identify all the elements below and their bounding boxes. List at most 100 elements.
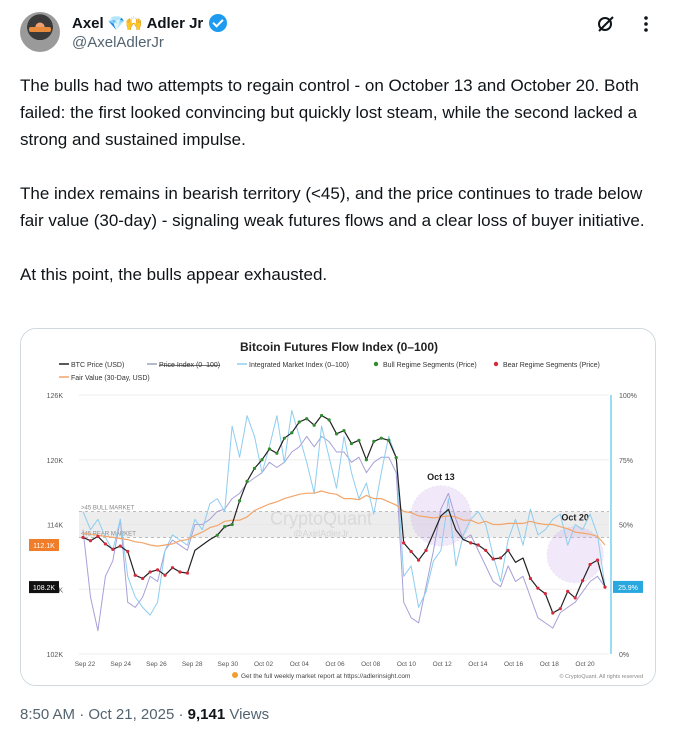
report-bullet-icon [232, 672, 238, 678]
bull-regime-point [312, 423, 316, 427]
legend-label: BTC Price (USD) [71, 362, 124, 369]
verified-badge-icon[interactable] [209, 14, 228, 32]
tweet-date[interactable]: Oct 21, 2025 [88, 706, 175, 723]
bull-regime-point [334, 432, 339, 436]
watermark-handle: @AxelAdlerJr [293, 529, 348, 539]
author-name-last[interactable]: Adler Jr [146, 14, 204, 32]
neutral-zone-band [79, 511, 609, 538]
oct20-highlight [546, 526, 604, 584]
x-tick-label: Oct 12 [433, 661, 453, 668]
bull-regime-point [364, 458, 368, 462]
legend-label: Bear Regime Segments (Price) [503, 362, 600, 369]
bear-regime-point [484, 548, 488, 552]
views-count: 9,141 [187, 706, 226, 723]
watermark: CryptoQuant [270, 509, 372, 529]
bear-regime-point [424, 548, 428, 552]
chart-title: Bitcoin Futures Flow Index (0–100) [240, 340, 438, 354]
author-name-row[interactable]: Axel 💎🙌 Adler Jr [72, 12, 228, 34]
bull-regime-point [290, 431, 294, 435]
fair-value-line [82, 490, 606, 547]
bear-regime-point [566, 589, 570, 594]
author-name-emojis: 💎🙌 [107, 14, 143, 31]
bear-regime-point [416, 558, 421, 562]
x-tick-label: Sep 28 [182, 661, 203, 668]
report-footer-text: Get the full weekly market report at htt… [241, 673, 410, 680]
bear-regime-point [551, 611, 555, 615]
bull-regime-point [342, 429, 346, 433]
x-tick-label: Oct 10 [397, 661, 417, 668]
bull-regime-point [282, 436, 286, 440]
y-tick-label: 102K [47, 652, 64, 659]
y-tick-label: 114K [47, 523, 63, 530]
bear-regime-point [163, 573, 167, 577]
x-tick-label: Oct 14 [468, 661, 488, 668]
bear-regime-point [491, 557, 495, 561]
grok-icon[interactable] [596, 14, 616, 34]
y-tick-label: 126K [47, 393, 64, 400]
y2-tick-label: 50% [619, 523, 633, 530]
bear-regime-point [469, 541, 473, 545]
bull-regime-point [387, 438, 391, 442]
bear-regime-point [170, 566, 175, 570]
bear-regime-point [88, 539, 93, 543]
bear-regime-point [573, 596, 577, 600]
x-tick-label: Sep 30 [218, 661, 239, 668]
bull-regime-point [215, 533, 219, 537]
avatar[interactable] [20, 12, 60, 52]
bear-regime-point [581, 579, 585, 583]
bull-regime-point [297, 420, 301, 424]
x-tick-label: Sep 22 [75, 661, 96, 668]
bull-regime-point [349, 441, 354, 446]
avatar-glasses [29, 27, 51, 32]
author-handle[interactable]: @AxelAdlerJr [72, 34, 164, 51]
bear-regime-point [595, 558, 600, 562]
bull-regime-point [372, 439, 376, 444]
tweet-time[interactable]: 8:50 AM [20, 706, 76, 723]
bear-zone-label: <45 BEAR MARKET [81, 531, 136, 537]
more-icon[interactable] [636, 14, 656, 34]
tweet-paragraph: The bulls had two attempts to regain con… [20, 76, 639, 149]
bear-regime-point [476, 543, 480, 547]
bear-regime-point [178, 570, 182, 574]
bull-regime-point [357, 438, 361, 442]
y2-tick-label: 0% [619, 652, 629, 659]
more-icon-glyph [644, 16, 648, 32]
tweet-paragraph: The index remains in bearish territory (… [20, 184, 645, 230]
legend-label: Fair Value (30-Day, USD) [71, 375, 150, 382]
legend-label: Price Index (0–100) [159, 362, 220, 369]
bear-regime-point [558, 607, 562, 611]
index-badge [613, 580, 643, 593]
meta-separator: · [178, 706, 184, 723]
tweet-media-chart[interactable]: Bitcoin Futures Flow Index (0–100) BTC Pr… [20, 328, 656, 686]
x-tick-label: Oct 20 [575, 661, 595, 668]
bull-regime-point [245, 479, 249, 483]
bear-regime-point [402, 541, 406, 545]
bear-regime-point [499, 556, 503, 560]
market-index-line [82, 410, 606, 616]
bear-regime-point [133, 573, 137, 577]
grok-icon-glyph [598, 16, 614, 32]
bull-regime-point [320, 413, 324, 418]
x-tick-label: Oct 02 [254, 661, 274, 668]
legend-marker [493, 361, 499, 367]
author-name-first[interactable]: Axel [72, 14, 104, 32]
bear-regime-point [603, 585, 607, 589]
bear-regime-point [126, 549, 130, 554]
bear-regime-point [96, 534, 100, 538]
bull-regime-point [260, 458, 264, 462]
bull-regime-point [394, 455, 398, 460]
price-badge [29, 581, 59, 594]
tweet-text: The bulls had two attempts to regain con… [20, 72, 660, 288]
bear-regime-point [118, 544, 122, 548]
bear-regime-point [141, 576, 145, 581]
y2-tick-label: 100% [619, 393, 637, 400]
tweet-paragraph: At this point, the bulls appear exhauste… [20, 265, 328, 284]
x-tick-label: Oct 18 [540, 661, 560, 668]
copyright-text: © CryptoQuant. All rights reserved [559, 673, 643, 680]
header-actions [596, 14, 656, 34]
bear-regime-point [506, 548, 510, 552]
x-tick-label: Oct 16 [504, 661, 524, 668]
bull-regime-point [305, 417, 309, 421]
bear-regime-point [111, 547, 115, 551]
bear-regime-point [155, 568, 160, 572]
